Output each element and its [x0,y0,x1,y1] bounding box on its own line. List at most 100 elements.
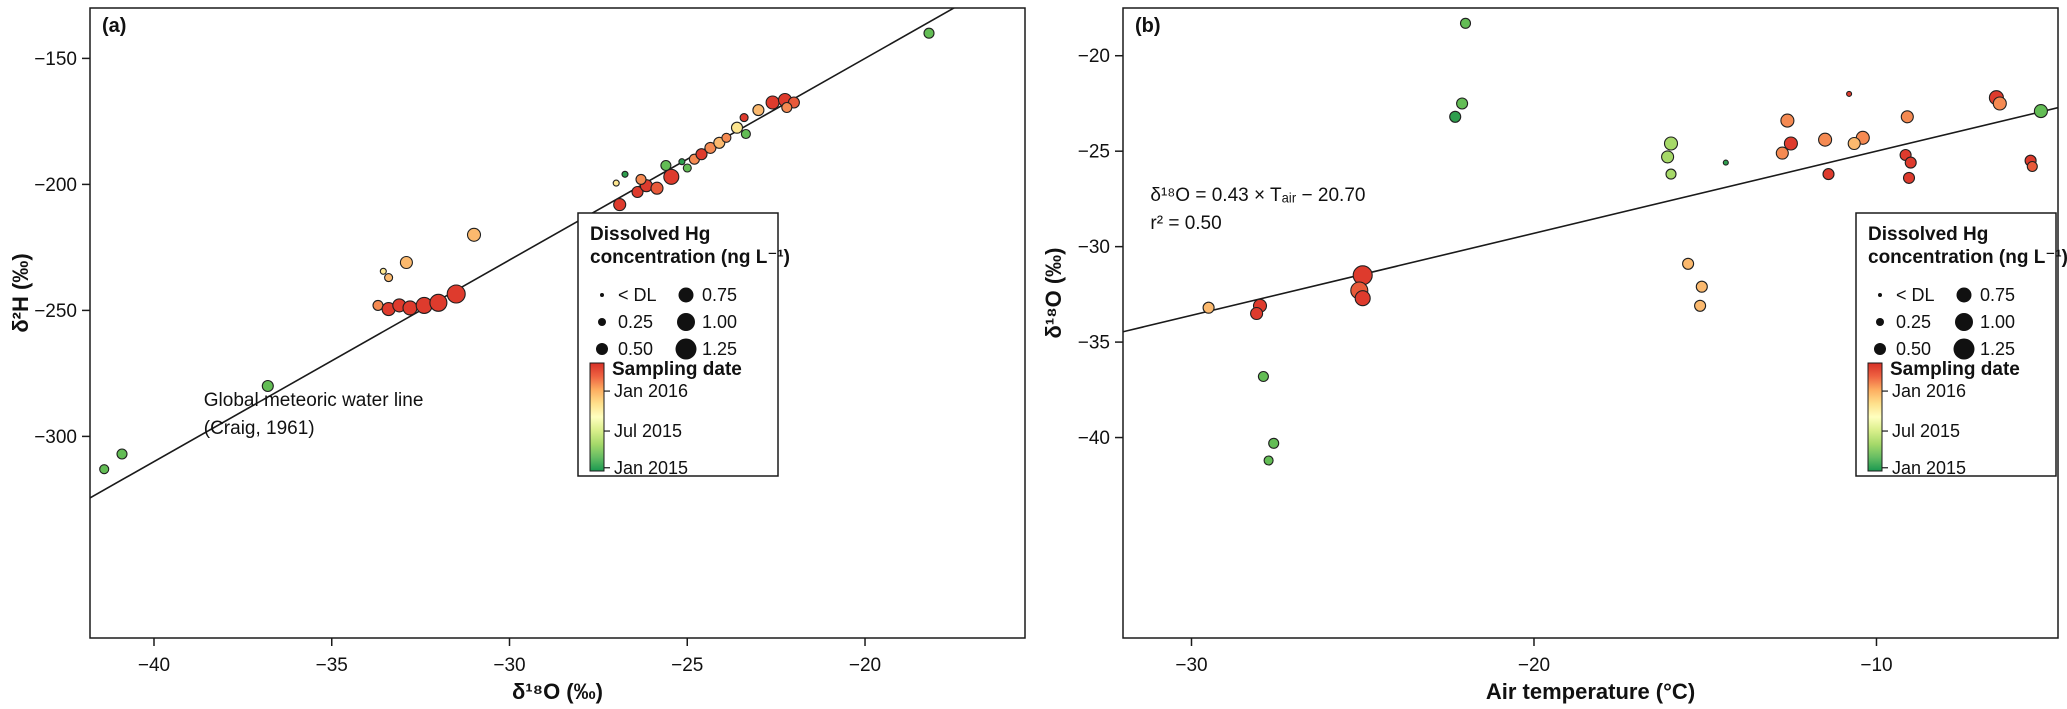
x-tick-label: −25 [671,655,703,676]
size-legend-marker [675,338,697,360]
x-tick-label: −10 [1860,655,1892,676]
y-axis-title: δ¹⁸O (‰) [1041,248,1066,339]
global-meteoric-water-line [90,8,956,499]
colorbar-label: Jul 2015 [614,421,682,441]
legend-title: Dissolved Hg [590,224,710,245]
size-legend-marker [1874,343,1886,355]
data-point [1694,299,1707,312]
x-tick-label: −20 [1518,655,1550,676]
size-legend-label: 1.25 [702,339,737,359]
data-point [1202,301,1215,314]
x-axis-title: Air temperature (°C) [1486,679,1695,704]
x-tick-label: −35 [316,655,348,676]
data-point [1352,265,1373,286]
colorbar-label: Jan 2015 [1892,458,1966,478]
size-legend-marker [1953,338,1975,360]
data-point [752,104,765,117]
annotation-line: δ¹⁸O = 0.43 × Tₐᵢᵣ − 20.70 [1150,185,1365,206]
data-point [2033,104,2048,119]
data-point [446,284,466,304]
data-point [116,448,128,460]
data-point [1456,97,1469,110]
colorbar-label: Jan 2016 [1892,381,1966,401]
size-legend-marker [596,343,608,355]
size-legend-label: 0.25 [618,312,653,332]
data-point [1722,159,1729,166]
panel-label: (b) [1135,15,1161,37]
size-legend-label: 1.25 [1980,339,2015,359]
data-point [663,168,680,185]
data-point [2026,160,2038,173]
data-point [631,185,644,199]
colorbar-label: Jan 2015 [614,458,688,478]
size-legend-marker [600,293,604,297]
colorbar-label: Jul 2015 [1892,421,1960,441]
y-tick-label: −35 [1078,333,1110,354]
data-point [1780,113,1795,128]
size-legend-label: 1.00 [1980,312,2015,332]
size-legend-label: 0.50 [618,339,653,359]
data-point [1665,168,1677,180]
annotation-line: Global meteoric water line [204,390,424,411]
data-point [466,227,482,242]
size-legend-label: 1.00 [702,312,737,332]
colorbar-title: Sampling date [612,359,742,380]
data-point [1449,110,1462,123]
data-point [1682,257,1695,270]
data-point [372,299,384,311]
size-legend-label: 0.25 [1896,312,1931,332]
data-point [704,141,717,154]
y-tick-label: −25 [1078,142,1110,163]
data-point [695,148,708,161]
y-tick-label: −150 [34,49,77,70]
y-tick-label: −250 [34,301,77,322]
panel-b-scatter-chart: −30 −20 −10 −20 −25 −30 −35 −40 Air temperature … [1033,0,2067,709]
data-point [1775,146,1789,160]
data-point [1263,455,1274,466]
size-legend-marker [1876,318,1884,326]
data-point [678,158,686,166]
data-point [730,121,744,134]
data-point [1663,136,1679,151]
y-tick-label: −40 [1078,428,1110,449]
size-legend-marker [1878,293,1882,297]
data-point [1904,156,1917,169]
panel-a-scatter-chart: −40 −35 −30 −25 −20 −150 −200 −250 −300 δ¹⁸O (‰) δ… [0,0,1033,709]
legend-title: Dissolved Hg [1868,224,1988,245]
sampling-date-colorbar [589,362,605,472]
y-axis-title: δ²H (‰) [8,253,33,332]
y-tick-label: −200 [34,175,77,196]
data-point [261,379,274,393]
data-point [399,255,413,270]
data-point [1661,150,1675,164]
data-point [682,163,692,173]
data-point [650,181,664,195]
data-point [1992,96,2007,111]
size-legend-label: 0.50 [1896,339,1931,359]
size-legend-label: 0.75 [1980,285,2015,305]
y-tick-label: −30 [1078,237,1110,258]
data-point [1268,437,1280,449]
plot-frame [1122,7,2059,639]
x-tick-label: −30 [1175,655,1207,676]
annotation-line: r² = 0.50 [1150,213,1221,234]
annotation-line: (Craig, 1961) [204,418,315,439]
data-point [740,128,751,140]
data-point [660,159,672,172]
data-point [923,27,935,39]
data-point [1695,280,1708,293]
data-point [1783,136,1798,151]
size-legend-label: < DL [618,285,657,305]
data-point [1459,17,1472,29]
legend-title: concentration (ng L⁻¹) [1868,247,2067,268]
data-point [99,464,110,475]
size-legend-marker [678,287,694,303]
plot-frame [89,7,1026,639]
data-point [1257,370,1269,383]
data-point [765,95,780,110]
legend-title: concentration (ng L⁻¹) [590,247,790,268]
data-point [402,300,418,316]
data-point [721,132,732,143]
